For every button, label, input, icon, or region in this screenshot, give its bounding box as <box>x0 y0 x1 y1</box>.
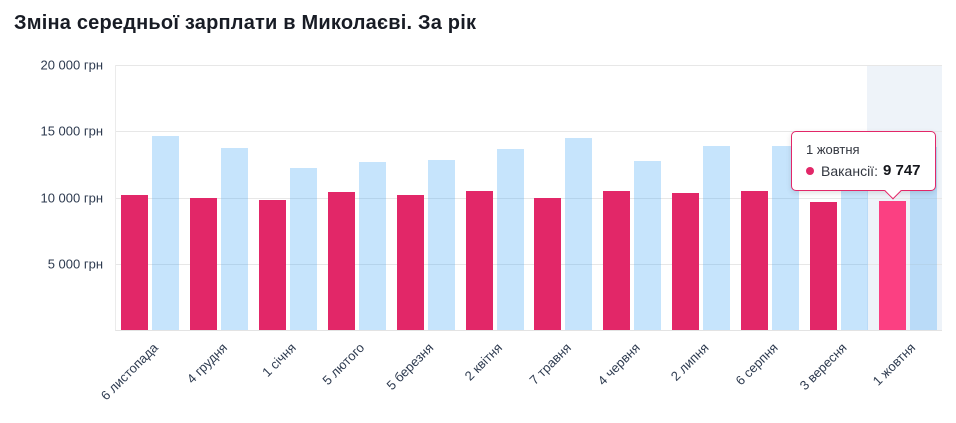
tooltip-series-row: Вакансії: 9 747 <box>806 162 921 179</box>
secondary-bar[interactable] <box>358 161 386 330</box>
x-axis-label: 2 квітня <box>461 340 506 384</box>
vacancies-bar[interactable] <box>672 192 700 330</box>
secondary-bar[interactable] <box>703 145 731 330</box>
vacancies-bar[interactable] <box>190 197 218 330</box>
tooltip-series-label: Вакансії: <box>821 162 878 179</box>
tooltip-date: 1 жовтня <box>806 142 860 157</box>
secondary-bar[interactable] <box>565 137 593 330</box>
chart-tooltip: 1 жовтня Вакансії: 9 747 <box>791 131 936 199</box>
x-axis-label: 3 вересня <box>796 340 850 394</box>
series-bullet-icon <box>806 166 814 175</box>
x-axis-label: 4 червня <box>594 340 643 389</box>
secondary-bar[interactable] <box>634 161 662 330</box>
vacancies-bar[interactable] <box>121 194 149 330</box>
vacancies-bar[interactable] <box>259 199 287 330</box>
x-axis-label: 6 серпня <box>732 340 781 389</box>
vacancies-bar[interactable] <box>396 194 424 330</box>
vacancies-bar[interactable] <box>603 190 631 330</box>
bar-groups: 6 листопада 4 грудня 1 січня 5 лютого 5 бере… <box>98 65 942 403</box>
y-axis-tick-label: 5 000 грн <box>47 256 103 272</box>
bar-group: 4 грудня <box>184 65 254 386</box>
gridline <box>116 197 942 199</box>
x-axis-label: 2 липня <box>667 340 712 384</box>
gridline <box>116 263 942 265</box>
bar-group: 2 липня <box>667 65 736 384</box>
tooltip-value: 9 747 <box>882 162 921 179</box>
secondary-bar[interactable] <box>427 159 455 330</box>
secondary-bar[interactable] <box>496 149 524 330</box>
vacancies-bar[interactable] <box>740 190 768 330</box>
gridline <box>116 65 942 66</box>
secondary-bar[interactable] <box>290 168 318 330</box>
y-axis-tick-label: 15 000 грн <box>40 123 103 139</box>
gridline <box>116 131 942 133</box>
vacancies-bar[interactable] <box>878 200 906 330</box>
x-axis-label: 1 січня <box>258 340 299 380</box>
bar-group: 5 березня <box>383 65 460 393</box>
vacancies-bar[interactable] <box>327 192 355 330</box>
bar-group: 5 лютого <box>320 65 391 388</box>
y-axis-tick-label: 10 000 грн <box>40 190 103 205</box>
bar-group: 4 червня <box>595 65 667 388</box>
secondary-bar[interactable] <box>221 147 249 330</box>
vacancies-bar[interactable] <box>809 202 837 330</box>
vacancies-bar[interactable] <box>534 197 562 330</box>
bar-group: 2 квітня <box>460 65 529 383</box>
x-axis-label: 5 лютого <box>319 340 368 388</box>
bar-group: 1 січня <box>254 65 323 380</box>
x-axis-label: 1 жовтня <box>869 340 919 389</box>
salary-chart: 6 листопада 4 грудня 1 січня 5 лютого 5 бере… <box>0 59 956 403</box>
x-axis-label: 7 травня <box>526 340 574 388</box>
y-axis-tick-label: 20 000 грн <box>40 57 103 73</box>
chart-title: Зміна середньої зарплати в Миколаєві. За… <box>14 12 477 34</box>
plot-area: 6 листопада 4 грудня 1 січня 5 лютого 5 бере… <box>98 65 942 403</box>
x-axis-label: 4 грудня <box>183 340 230 387</box>
bar-group: 7 травня <box>526 65 598 388</box>
secondary-bar[interactable] <box>152 135 180 330</box>
vacancies-bar[interactable] <box>465 190 493 330</box>
x-axis-label: 6 листопада <box>97 340 162 404</box>
x-axis-label: 5 березня <box>383 340 437 393</box>
bar-group: 6 листопада <box>98 65 185 403</box>
